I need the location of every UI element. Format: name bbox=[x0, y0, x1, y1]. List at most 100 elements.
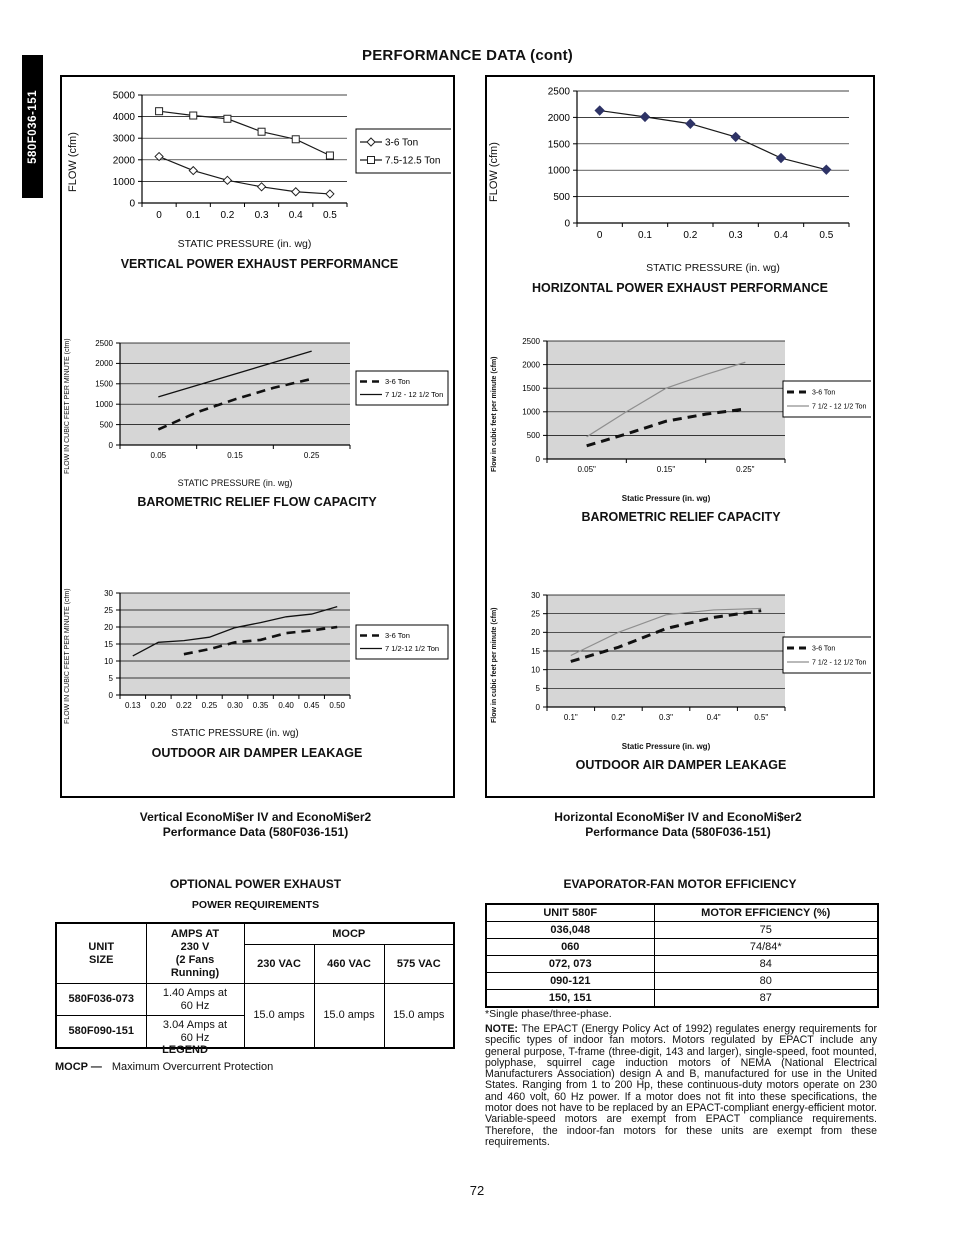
x-axis-label: Static Pressure (in. wg) bbox=[621, 742, 711, 751]
chart-barometric-relief-capacity: Flow in cubic feet per minute (cfm) 0 500… bbox=[491, 335, 871, 524]
svg-text:3-6 Ton: 3-6 Ton bbox=[385, 631, 410, 640]
svg-text:0.4: 0.4 bbox=[774, 230, 788, 241]
svg-text:0.25: 0.25 bbox=[304, 451, 320, 460]
col-header-460vac: 460 VAC bbox=[313, 944, 385, 984]
svg-text:2000: 2000 bbox=[522, 360, 540, 369]
svg-text:0.25": 0.25" bbox=[736, 465, 755, 474]
table-row: 090-121 80 bbox=[485, 972, 879, 990]
svg-text:0.22: 0.22 bbox=[176, 701, 192, 710]
svg-text:1500: 1500 bbox=[548, 139, 571, 150]
outdoor-air-damper-leakage-horizontal-chart-canvas: 0 5 10 15 20 25 30 0.1" 0.2" 0.3" 0.4" 0.5" 3-6 Ton 7… bbox=[531, 591, 871, 722]
svg-text:0.2: 0.2 bbox=[220, 210, 234, 221]
legend-definition: Maximum Overcurrent Protection bbox=[111, 1061, 274, 1073]
chart-title: VERTICAL POWER EXHAUST PERFORMANCE bbox=[120, 257, 399, 271]
x-axis-label: Static Pressure (in. wg) bbox=[621, 494, 711, 503]
svg-text:10: 10 bbox=[531, 665, 540, 674]
svg-text:0.2: 0.2 bbox=[683, 230, 697, 241]
y-axis-label: Flow in cubic feet per minute (cfm) bbox=[491, 607, 498, 723]
svg-text:1500: 1500 bbox=[522, 384, 540, 393]
svg-text:0.5: 0.5 bbox=[323, 210, 337, 221]
table-row: 060 74/84* bbox=[485, 938, 879, 956]
svg-text:0.4: 0.4 bbox=[288, 210, 302, 221]
svg-text:500: 500 bbox=[553, 192, 570, 203]
svg-text:0.3: 0.3 bbox=[254, 210, 268, 221]
svg-text:0.20: 0.20 bbox=[151, 701, 167, 710]
chart-title: OUTDOOR AIR DAMPER LEAKAGE bbox=[575, 758, 787, 772]
svg-text:3000: 3000 bbox=[112, 134, 135, 145]
amps-cell: 3.04 Amps at 60 Hz bbox=[145, 1015, 245, 1049]
svg-text:7 1/2 - 12 1/2 Ton: 7 1/2 - 12 1/2 Ton bbox=[385, 390, 443, 399]
legend-term: MOCP — bbox=[55, 1061, 102, 1073]
page-number: 72 bbox=[469, 1183, 485, 1198]
vertical-power-exhaust-chart-canvas: 0 1000 2000 3000 4000 5000 0 0.1 0.2 0.3 0.4 0.5 3-6… bbox=[112, 91, 451, 221]
caption-line1: Horizontal EconoMi$er IV and EconoMi$er2 bbox=[554, 810, 802, 824]
power-requirements-table: UNIT SIZE AMPS AT 230 V (2 Fans Running) MOC… bbox=[55, 922, 456, 1049]
svg-text:15: 15 bbox=[531, 647, 540, 656]
svg-text:0: 0 bbox=[564, 219, 570, 230]
chart-title: OUTDOOR AIR DAMPER LEAKAGE bbox=[151, 746, 363, 760]
svg-text:25: 25 bbox=[104, 606, 113, 615]
svg-text:15: 15 bbox=[104, 640, 113, 649]
svg-text:0.13: 0.13 bbox=[125, 701, 141, 710]
x-axis-label: STATIC PRESSURE (in. wg) bbox=[177, 478, 293, 488]
chart-title: HORIZONTAL POWER EXHAUST PERFORMANCE bbox=[531, 281, 829, 295]
caption-line2: Performance Data (580F036-151) bbox=[162, 825, 349, 839]
caption-line1: Vertical EconoMi$er IV and EconoMi$er2 bbox=[139, 810, 372, 824]
svg-text:500: 500 bbox=[526, 431, 540, 440]
caption-horizontal: Horizontal EconoMi$er IV and EconoMi$er2… bbox=[485, 810, 871, 840]
svg-text:0.4": 0.4" bbox=[706, 713, 720, 722]
svg-text:5: 5 bbox=[535, 684, 540, 693]
svg-text:0.15": 0.15" bbox=[657, 465, 676, 474]
horizontal-power-exhaust-chart-canvas: 0 500 1000 1500 2000 2500 0 0.1 0.2 0.3 0.4 0.5 bbox=[548, 87, 850, 241]
svg-text:0.2": 0.2" bbox=[611, 713, 625, 722]
table-row: 150, 151 87 bbox=[485, 989, 879, 1008]
svg-text:0: 0 bbox=[156, 210, 162, 221]
note-text: The EPACT (Energy Policy Act of 1992) re… bbox=[485, 1023, 877, 1148]
x-axis-label: STATIC PRESSURE (in. wg) bbox=[177, 238, 312, 250]
svg-text:10: 10 bbox=[104, 657, 113, 666]
svg-text:0.40: 0.40 bbox=[278, 701, 294, 710]
svg-text:0: 0 bbox=[109, 441, 114, 450]
col-header-efficiency: MOTOR EFFICIENCY (%) bbox=[653, 903, 879, 922]
svg-text:20: 20 bbox=[531, 628, 540, 637]
table-row: 036,048 75 bbox=[485, 921, 879, 939]
heading-evaporator-fan-motor-efficiency: EVAPORATOR-FAN MOTOR EFFICIENCY bbox=[563, 877, 797, 891]
svg-text:1000: 1000 bbox=[522, 408, 540, 417]
epact-note: NOTE: The EPACT (Energy Policy Act of 19… bbox=[485, 1023, 877, 1148]
svg-text:0.3: 0.3 bbox=[729, 230, 743, 241]
y-axis-label: FLOW (cfm) bbox=[488, 142, 500, 202]
svg-text:0.1: 0.1 bbox=[186, 210, 200, 221]
svg-text:1000: 1000 bbox=[548, 166, 571, 177]
svg-text:2500: 2500 bbox=[548, 87, 571, 98]
svg-text:500: 500 bbox=[100, 420, 114, 429]
table-footnote: *Single phase/three-phase. bbox=[485, 1008, 612, 1020]
x-axis-label: STATIC PRESSURE (in. wg) bbox=[171, 728, 299, 739]
col-header-unit: UNIT 580F bbox=[485, 903, 655, 922]
heading-power-requirements: POWER REQUIREMENTS bbox=[191, 899, 320, 911]
chart-vertical-power-exhaust: FLOW (cfm) 0 1000 2000 3000 4000 5000 0 0.1 0.2 0… bbox=[67, 87, 451, 271]
svg-text:0: 0 bbox=[597, 230, 603, 241]
chart-title: BAROMETRIC RELIEF CAPACITY bbox=[581, 510, 781, 524]
y-axis-label: FLOW IN CUBIC FEET PER MINUTE (cfm) bbox=[64, 338, 71, 474]
svg-text:4000: 4000 bbox=[112, 112, 135, 123]
chart-title: BAROMETRIC RELIEF FLOW CAPACITY bbox=[137, 495, 377, 509]
mocp-575-cell: 15.0 amps bbox=[383, 983, 455, 1049]
svg-text:1000: 1000 bbox=[112, 177, 135, 188]
legend-title: LEGEND bbox=[162, 1044, 208, 1056]
heading-optional-power-exhaust: OPTIONAL POWER EXHAUST bbox=[169, 877, 342, 891]
svg-text:0.5": 0.5" bbox=[754, 713, 768, 722]
svg-text:5: 5 bbox=[109, 674, 114, 683]
amps-cell: 1.40 Amps at 60 Hz bbox=[145, 983, 245, 1016]
barometric-relief-flow-capacity-chart-canvas: 0 500 1000 1500 2000 2500 0.05 0.15 0.25 3-6 Ton 7… bbox=[95, 339, 449, 460]
mocp-230-cell: 15.0 amps bbox=[243, 983, 315, 1049]
vertical-performance-panel: FLOW (cfm) 0 1000 2000 3000 4000 5000 0 0.1 0.2 0… bbox=[60, 75, 455, 798]
svg-text:2000: 2000 bbox=[548, 113, 571, 124]
svg-text:0.05: 0.05 bbox=[151, 451, 167, 460]
caption-line2: Performance Data (580F036-151) bbox=[585, 825, 771, 839]
svg-text:7 1/2 - 12 1/2 Ton: 7 1/2 - 12 1/2 Ton bbox=[812, 403, 866, 410]
note-label: NOTE: bbox=[485, 1023, 518, 1035]
side-tab-model-range: 580F036-151 bbox=[22, 55, 43, 198]
svg-text:20: 20 bbox=[104, 623, 113, 632]
svg-text:0.5: 0.5 bbox=[819, 230, 833, 241]
outdoor-air-damper-leakage-vertical-chart-canvas: 0 5 10 15 20 25 30 0.13 0.20 0.22 0.25 0.30 0.35 0.40… bbox=[104, 589, 449, 710]
